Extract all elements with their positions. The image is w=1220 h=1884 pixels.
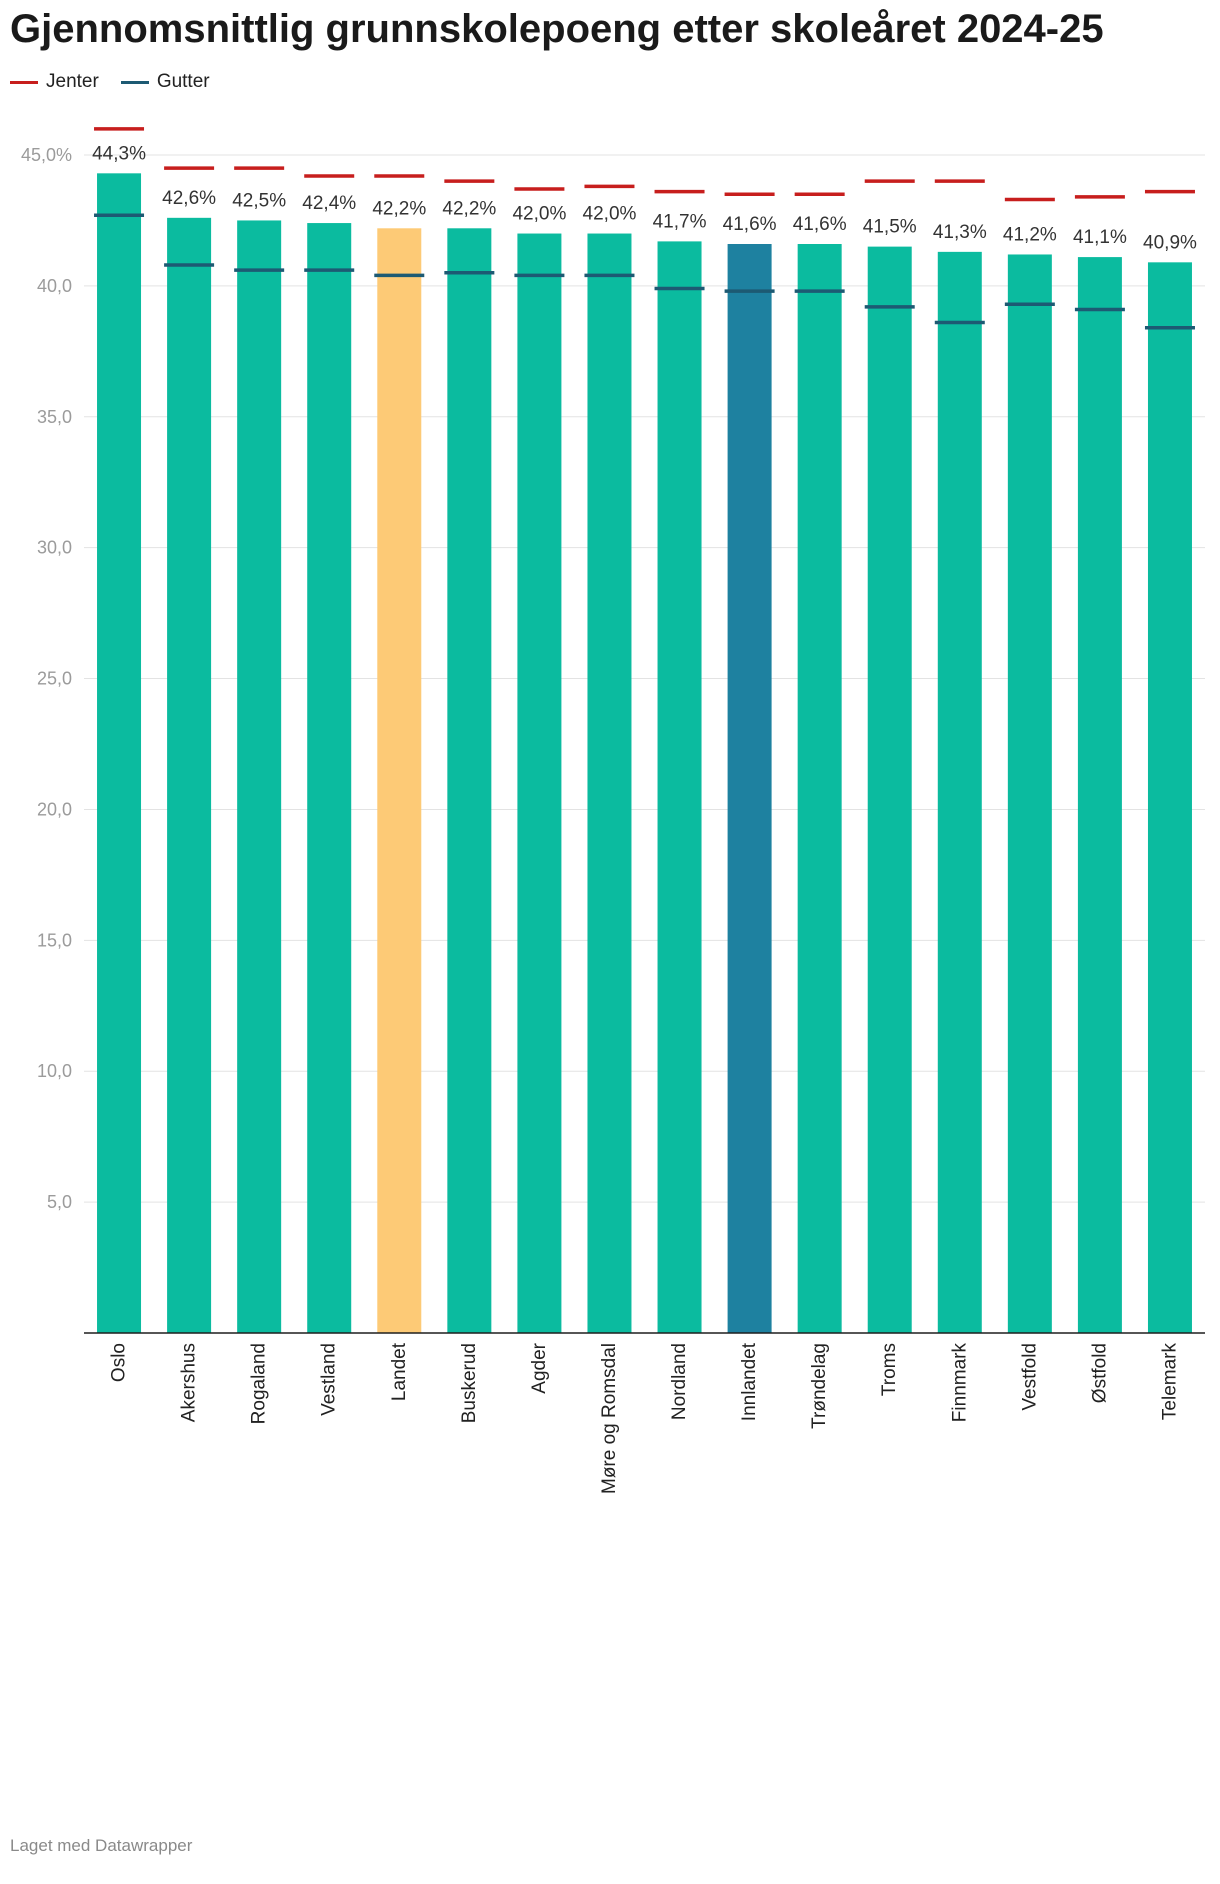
y-tick-label: 20,0 bbox=[37, 799, 72, 819]
legend-item-jenter: Jenter bbox=[10, 70, 99, 94]
y-tick-label: 25,0 bbox=[37, 669, 72, 689]
legend-swatch-gutter bbox=[120, 80, 149, 84]
bar bbox=[1007, 254, 1052, 1333]
x-tick-label: Troms bbox=[879, 1343, 900, 1396]
value-label: 42,0% bbox=[512, 204, 566, 225]
x-tick-label: Østfold bbox=[1089, 1343, 1110, 1403]
bar bbox=[797, 244, 842, 1334]
x-tick-label: Vestfold bbox=[1019, 1343, 1040, 1411]
value-label: 41,3% bbox=[933, 222, 987, 243]
y-tick-label: 5,0 bbox=[47, 1192, 72, 1212]
x-tick-label: Finnmark bbox=[949, 1343, 970, 1423]
value-label: 41,1% bbox=[1073, 227, 1127, 248]
bar bbox=[167, 217, 212, 1333]
value-label: 40,9% bbox=[1143, 232, 1197, 253]
x-tick-label: Trøndelag bbox=[809, 1343, 830, 1429]
value-label: 41,6% bbox=[793, 214, 847, 235]
value-label: 42,5% bbox=[232, 190, 286, 211]
value-label: 41,7% bbox=[653, 211, 707, 232]
y-tick-label: 45,0% bbox=[21, 145, 72, 165]
bar bbox=[97, 173, 142, 1333]
bar bbox=[657, 241, 702, 1333]
x-tick-label: Vestland bbox=[319, 1343, 340, 1416]
y-tick-label: 35,0 bbox=[37, 407, 72, 427]
value-label: 41,6% bbox=[723, 214, 777, 235]
column-chart: 5,0 10,0 15,0 20,0 25,0 30,0 35,0 40,0 45,0% 44,3… bbox=[21, 127, 1205, 1494]
x-tick-label: Akershus bbox=[179, 1343, 200, 1422]
bar bbox=[377, 228, 422, 1334]
bar bbox=[727, 244, 772, 1334]
bar bbox=[1077, 257, 1122, 1334]
y-tick-label: 10,0 bbox=[37, 1061, 72, 1081]
y-tick-label: 30,0 bbox=[37, 538, 72, 558]
value-label: 41,5% bbox=[863, 217, 917, 238]
bar bbox=[237, 220, 282, 1333]
value-label: 42,0% bbox=[583, 204, 637, 225]
x-tick-label: Landet bbox=[389, 1342, 410, 1401]
value-label: 42,2% bbox=[372, 198, 426, 219]
datawrapper-credit-link[interactable]: Laget med Datawrapper bbox=[10, 1836, 193, 1855]
legend-label-gutter: Gutter bbox=[156, 71, 210, 92]
value-label: 42,4% bbox=[302, 193, 356, 214]
value-label: 44,3% bbox=[92, 143, 146, 164]
y-tick-label: 40,0 bbox=[37, 276, 72, 296]
legend-label-jenter: Jenter bbox=[46, 71, 99, 92]
bar bbox=[587, 233, 632, 1334]
x-tick-label: Buskerud bbox=[459, 1343, 480, 1423]
bar bbox=[937, 251, 982, 1333]
bar bbox=[867, 246, 912, 1334]
x-tick-label: Telemark bbox=[1159, 1343, 1180, 1421]
value-label: 42,2% bbox=[442, 198, 496, 219]
value-label: 41,2% bbox=[1003, 224, 1057, 245]
bar bbox=[307, 223, 352, 1333]
x-tick-label: Innlandet bbox=[739, 1342, 760, 1421]
bar bbox=[447, 228, 492, 1334]
x-tick-label: Rogaland bbox=[249, 1343, 270, 1424]
legend-item-gutter: Gutter bbox=[120, 70, 210, 94]
bar bbox=[1147, 262, 1192, 1334]
chart-legend: Jenter Gutter bbox=[10, 70, 210, 94]
y-tick-label: 15,0 bbox=[37, 930, 72, 950]
x-tick-label: Oslo bbox=[109, 1343, 130, 1382]
x-tick-label: Møre og Romsdal bbox=[599, 1343, 620, 1494]
x-tick-label: Nordland bbox=[669, 1343, 690, 1420]
value-label: 42,6% bbox=[162, 188, 216, 209]
legend-swatch-jenter bbox=[10, 80, 38, 84]
chart-title: Gjennomsnittlig grunnskolepoeng etter sk… bbox=[10, 7, 1104, 51]
x-tick-label: Agder bbox=[529, 1342, 550, 1393]
bar bbox=[517, 233, 562, 1334]
